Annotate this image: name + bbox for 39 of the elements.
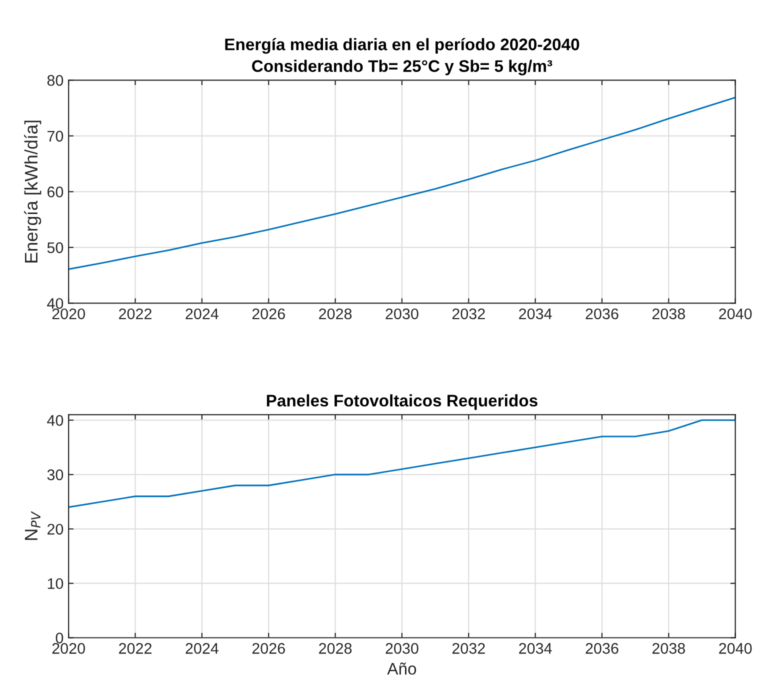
x-tick-label: 2024: [186, 308, 218, 320]
y-axis-title: Energía [kWh/día]: [24, 120, 42, 262]
x-tick-label: 2036: [586, 308, 618, 320]
chart-title: Paneles Fotovoltaicos Requeridos: [266, 394, 538, 410]
y-tick-label: 20: [47, 524, 64, 535]
x-tick-label: 2038: [652, 308, 685, 320]
y-tick-label: 60: [48, 186, 64, 198]
x-tick-label: 2028: [319, 308, 352, 320]
x-tick-label: 2020: [52, 643, 85, 654]
x-tick-label: 2032: [452, 643, 485, 654]
x-tick-label: 2038: [652, 643, 685, 654]
x-tick-label: 2040: [719, 643, 752, 654]
x-tick-label: 2036: [586, 643, 618, 654]
x-tick-label: 2034: [519, 643, 552, 654]
y-tick-label: 50: [47, 242, 64, 254]
x-tick-label: 2026: [252, 308, 285, 320]
y-tick-label: 30: [47, 469, 64, 480]
line-series: [68, 96, 736, 270]
y-axis-title: N$_{PV}$: [24, 511, 40, 540]
x-axis-title: Año: [387, 662, 416, 675]
x-tick-label: 2022: [119, 643, 152, 654]
x-tick-label: 2030: [386, 643, 418, 654]
y-tick-label: 10: [48, 578, 64, 590]
x-tick-label: 2032: [452, 308, 485, 320]
x-tick-label: 2024: [186, 643, 218, 654]
y-tick-label: 80: [47, 75, 64, 86]
x-tick-label: 2026: [252, 643, 285, 654]
x-tick-label: 2022: [119, 308, 152, 320]
y-tick-label: 70: [48, 130, 64, 142]
chart-title: Energía media diaria en el período 2020-2040 Considerando Tb= 25°C y Sb= 5 kg/m³: [225, 38, 580, 76]
y-tick-label: 40: [47, 415, 64, 426]
y-tick-label: 40: [47, 298, 64, 309]
x-tick-label: 2020: [52, 308, 85, 320]
line-series: [68, 419, 736, 508]
y-tick-label: 0: [56, 632, 64, 644]
x-tick-label: 2030: [386, 308, 418, 320]
x-tick-label: 2040: [719, 308, 752, 320]
x-tick-label: 2028: [319, 643, 352, 654]
x-tick-label: 2034: [519, 308, 552, 320]
